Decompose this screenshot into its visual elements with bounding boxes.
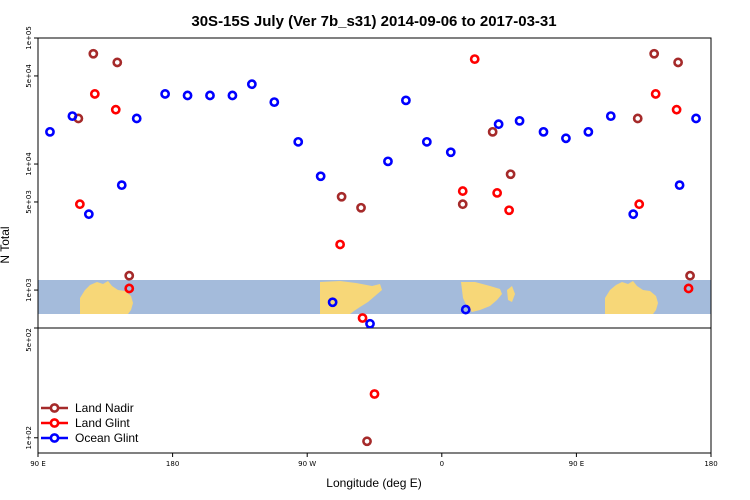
ocean-glint-marker xyxy=(401,95,411,106)
legend-marker xyxy=(49,433,60,443)
legend-marker xyxy=(49,403,60,413)
legend-marker xyxy=(49,418,60,428)
lower-panel-markers xyxy=(362,389,380,447)
y-tick-label: 5e+04 xyxy=(25,64,33,88)
ocean-glint-marker xyxy=(383,156,393,167)
ocean-glint-marker xyxy=(205,90,215,101)
map-land-australia-left xyxy=(80,281,133,314)
land-nadir-marker xyxy=(685,270,695,281)
land-nadir-marker xyxy=(112,57,123,68)
ocean-glint-marker xyxy=(45,126,55,137)
ocean-glint-marker xyxy=(445,147,456,158)
land-glint-marker xyxy=(469,54,480,65)
land-nadir-marker xyxy=(336,191,347,202)
x-tick-label: 0 xyxy=(440,460,444,468)
land-nadir-marker xyxy=(362,436,372,447)
ocean-glint-marker xyxy=(365,318,375,328)
upper-panel-markers xyxy=(45,29,726,328)
land-glint-marker xyxy=(650,89,661,99)
land-glint-marker xyxy=(369,389,380,399)
y-axis-label: N Total xyxy=(0,226,12,263)
ocean-glint-marker xyxy=(246,79,257,90)
ocean-glint-marker xyxy=(583,126,594,137)
ocean-glint-marker xyxy=(116,180,127,191)
ocean-glint-marker xyxy=(460,304,471,315)
world-map-background xyxy=(38,280,711,314)
land-glint-marker xyxy=(504,205,514,216)
land-nadir-marker xyxy=(88,48,99,59)
map-land-australia-right xyxy=(605,281,658,314)
ocean-glint-marker xyxy=(628,209,639,220)
legend-label: Ocean Glint xyxy=(75,431,139,445)
ocean-glint-marker xyxy=(269,97,280,108)
map-land-madagascar xyxy=(507,286,515,302)
x-tick-label: 180 xyxy=(704,460,717,468)
land-glint-marker xyxy=(683,283,694,294)
ocean-glint-marker xyxy=(514,115,525,126)
x-tick-label: 90 E xyxy=(569,460,585,468)
x-tick-label: 180 xyxy=(166,460,179,468)
ocean-glint-marker xyxy=(538,126,549,137)
x-tick-label: 90 W xyxy=(298,460,316,468)
ocean-glint-marker xyxy=(605,111,616,122)
land-glint-marker xyxy=(457,186,468,196)
land-nadir-marker xyxy=(649,48,660,59)
x-tick-label: 90 E xyxy=(30,460,46,468)
land-nadir-marker xyxy=(673,57,683,68)
land-nadir-marker xyxy=(124,270,135,281)
y-tick-label: 1e+05 xyxy=(25,26,33,50)
land-glint-marker xyxy=(492,188,503,198)
legend-label: Land Nadir xyxy=(75,401,134,415)
ocean-glint-marker xyxy=(67,111,78,122)
land-glint-marker xyxy=(357,313,368,323)
ocean-glint-marker xyxy=(719,90,726,97)
map-land-africa xyxy=(461,282,502,312)
y-tick-label: 1e+03 xyxy=(25,278,33,302)
ocean-glint-marker xyxy=(327,297,338,308)
y-tick-label: 1e+02 xyxy=(25,426,33,450)
ocean-glint-marker xyxy=(160,89,171,99)
land-nadir-marker xyxy=(471,29,478,36)
land-glint-marker xyxy=(89,89,100,99)
plot-frame xyxy=(37,37,712,454)
land-glint-marker xyxy=(634,199,645,210)
legend-label: Land Glint xyxy=(75,416,130,430)
land-glint-marker xyxy=(124,283,135,294)
ocean-glint-marker xyxy=(674,180,685,191)
x-axis-label: Longitude (deg E) xyxy=(326,476,421,490)
land-nadir-marker xyxy=(487,126,498,137)
y-tick-label: 5e+03 xyxy=(25,190,33,214)
y-tick-label: 1e+04 xyxy=(25,152,33,176)
ocean-glint-marker xyxy=(182,90,193,101)
land-nadir-marker xyxy=(505,169,516,180)
ocean-glint-marker xyxy=(131,113,142,124)
ocean-glint-marker xyxy=(315,171,326,182)
ocean-glint-marker xyxy=(561,133,571,144)
land-nadir-marker xyxy=(632,113,643,124)
axes: 90 E 180 90 W 0 90 E 180 1e+03 5e+03 1e+04 5e+04 1… xyxy=(25,26,718,468)
ocean-glint-marker xyxy=(421,136,432,147)
chart-title: 30S-15S July (Ver 7b_s31) 2014-09-06 to … xyxy=(191,13,556,30)
ocean-glint-marker xyxy=(691,113,701,124)
land-glint-marker xyxy=(671,104,682,115)
land-nadir-marker xyxy=(457,199,468,210)
land-glint-marker xyxy=(335,239,346,250)
land-nadir-marker xyxy=(356,202,366,213)
ocean-glint-marker xyxy=(83,209,94,220)
land-glint-marker xyxy=(110,104,121,115)
y-tick-label: 5e+02 xyxy=(25,328,33,352)
ocean-glint-marker xyxy=(493,119,504,130)
land-glint-marker xyxy=(74,199,85,210)
ocean-glint-marker xyxy=(293,136,304,147)
ocean-glint-marker xyxy=(227,90,238,101)
